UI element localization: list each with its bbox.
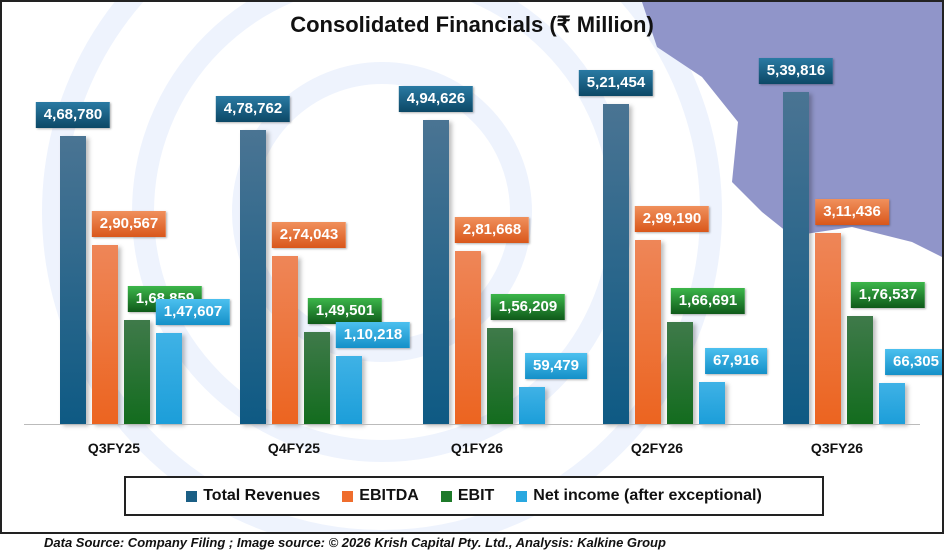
bar — [847, 315, 873, 424]
data-label: 4,94,626 — [398, 86, 474, 113]
bar — [667, 321, 693, 424]
legend-swatch — [186, 490, 198, 502]
data-label: 1,66,691 — [670, 287, 746, 314]
data-label: 3,11,436 — [815, 198, 889, 225]
legend-swatch — [440, 490, 452, 502]
x-axis-line — [24, 424, 920, 425]
data-label: 1,10,218 — [335, 322, 411, 349]
data-label: 4,68,780 — [35, 102, 111, 128]
bar — [272, 255, 298, 424]
data-label: 59,479 — [525, 353, 587, 380]
data-label: 5,39,816 — [758, 58, 834, 85]
bar — [815, 232, 841, 424]
data-label: 67,916 — [705, 348, 767, 375]
chart-title: Consolidated Financials (₹ Million) — [290, 12, 654, 37]
plot-area: Q3FY254,68,7802,90,5671,68,8591,47,607Q4… — [2, 2, 942, 532]
x-tick-label: Q1FY26 — [450, 440, 504, 456]
bar — [487, 328, 513, 424]
x-tick-label: Q3FY26 — [810, 440, 864, 456]
bar — [304, 332, 330, 424]
legend-label: Total Revenues — [203, 487, 321, 504]
data-label: 1,76,537 — [850, 281, 926, 308]
legend: Total Revenues EBITDA EBIT Net income (afte… — [124, 476, 824, 516]
bar — [156, 333, 182, 424]
legend-label: Net income (after exceptional) — [533, 487, 762, 504]
legend-item: EBIT — [440, 487, 495, 505]
bar — [240, 129, 266, 424]
legend-item: EBITDA — [342, 487, 419, 505]
data-label: 5,21,454 — [578, 69, 654, 96]
legend-item: Total Revenues — [186, 487, 320, 505]
legend-item: Net income (after exceptional) — [516, 487, 762, 505]
data-label: 1,56,209 — [490, 294, 566, 321]
data-label: 2,99,190 — [634, 206, 710, 233]
bar — [603, 103, 629, 424]
bar — [635, 240, 661, 424]
bar — [124, 320, 150, 424]
bar — [879, 383, 905, 424]
legend-label: EBIT — [457, 487, 495, 504]
bar — [783, 92, 809, 424]
data-label: 2,74,043 — [271, 221, 347, 248]
bar — [455, 250, 481, 424]
background-ring — [42, 2, 722, 532]
legend-swatch — [342, 490, 354, 502]
x-tick-label: Q2FY26 — [630, 440, 684, 456]
bar — [92, 245, 118, 424]
bar — [699, 382, 725, 424]
data-label: 2,90,567 — [91, 211, 167, 238]
x-tick-label: Q4FY25 — [267, 440, 321, 456]
data-label: 1,49,501 — [307, 298, 383, 325]
data-label: 4,78,762 — [215, 95, 291, 122]
data-label: 66,305 — [885, 349, 942, 376]
legend-swatch — [516, 490, 528, 502]
data-label: 2,81,668 — [454, 216, 530, 243]
chart-frame: Consolidated Financials (₹ Million) Q3FY… — [0, 0, 944, 534]
x-tick-label: Q3FY25 — [87, 440, 141, 456]
bar — [519, 387, 545, 424]
bar — [336, 356, 362, 424]
data-label: 1,47,607 — [155, 299, 231, 326]
source-footer: Data Source: Company Filing ; Image sour… — [44, 535, 666, 550]
legend-label: EBITDA — [359, 487, 419, 504]
bar — [60, 136, 86, 424]
bar — [423, 120, 449, 424]
